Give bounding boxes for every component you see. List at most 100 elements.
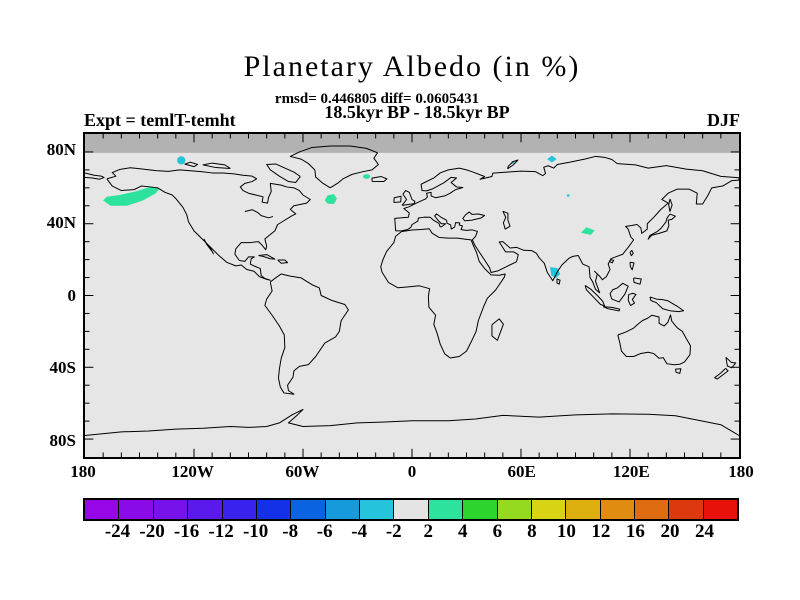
colorbar-tick-label: 4 bbox=[458, 521, 468, 542]
lon-tick-label: 60E bbox=[507, 462, 536, 481]
lat-tick-label: 80N bbox=[46, 140, 76, 160]
anomaly-tibetan-plateau bbox=[580, 227, 595, 235]
coastline bbox=[278, 260, 288, 263]
lon-tick-label: 180 bbox=[728, 462, 754, 481]
figure-title: Planetary Albedo (in %) bbox=[243, 50, 581, 83]
colorbar-tick-label: -8 bbox=[282, 521, 299, 542]
colorbar-tick-label: -2 bbox=[385, 521, 402, 542]
colorbar-tick-label: 24 bbox=[694, 521, 714, 542]
colorbar-tick-label: 16 bbox=[625, 521, 645, 542]
coastline bbox=[381, 229, 505, 358]
colorbar-tick-label: -12 bbox=[208, 521, 234, 542]
lat-tick-label: 40S bbox=[49, 358, 76, 378]
lon-tick-label: 60W bbox=[285, 462, 320, 481]
coastline bbox=[648, 214, 675, 239]
anomaly-gulf-of-alaska bbox=[103, 186, 160, 206]
stats-line: rmsd= 0.446805 diff= 0.0605431 bbox=[274, 91, 480, 107]
coastline bbox=[609, 260, 613, 263]
colorbar-tick-label: -24 bbox=[104, 521, 131, 542]
coastline bbox=[726, 357, 736, 367]
anomaly-north-atlantic bbox=[324, 194, 337, 204]
lon-tick-label: 120E bbox=[612, 462, 650, 481]
coastline bbox=[557, 279, 560, 284]
anomaly-beaufort-sea bbox=[177, 156, 186, 165]
colorbar-tick-label: -4 bbox=[351, 521, 368, 542]
colorbar-cell bbox=[428, 500, 464, 519]
coastline bbox=[463, 212, 485, 221]
coastline bbox=[630, 250, 633, 255]
colorbar-cell bbox=[497, 500, 532, 519]
lon-tick-label: 120W bbox=[171, 462, 214, 481]
colorbar-tick-label: 6 bbox=[492, 521, 503, 542]
anomaly-kara-sea bbox=[547, 155, 557, 163]
experiment-label: Expt = temlT-temht bbox=[84, 110, 236, 130]
coastline bbox=[245, 210, 273, 218]
colorbar-cell bbox=[153, 500, 189, 519]
colorbar-cell bbox=[463, 500, 498, 519]
coastline bbox=[618, 315, 691, 365]
anomaly-west-siberia-dot bbox=[566, 194, 570, 197]
coastline bbox=[394, 196, 401, 202]
colorbar-cell bbox=[256, 500, 292, 519]
lat-tick-label: 40N bbox=[46, 212, 76, 232]
colorbar-cell bbox=[85, 500, 120, 519]
lon-tick-label: 0 bbox=[407, 462, 417, 481]
coastline bbox=[267, 164, 301, 182]
colorbar-tick-label: 12 bbox=[591, 521, 611, 542]
colorbar-cell bbox=[600, 500, 635, 519]
polar-cap-band bbox=[85, 134, 739, 153]
anomaly-west-of-iceland bbox=[362, 174, 371, 179]
colorbar-cell bbox=[360, 500, 395, 519]
coastline bbox=[503, 211, 510, 229]
coastline bbox=[675, 369, 680, 374]
lon-tick-label: 180 bbox=[70, 462, 96, 481]
colorbar-cell bbox=[291, 500, 326, 519]
colorbar-cell bbox=[703, 500, 738, 519]
lat-tick-label: 0 bbox=[67, 285, 77, 305]
lat-tick-label: 80S bbox=[49, 430, 76, 450]
coastline bbox=[204, 239, 213, 254]
coastline bbox=[492, 319, 503, 341]
colorbar-tick-label: 2 bbox=[423, 521, 434, 542]
colorbar-cell bbox=[325, 500, 360, 519]
coastline bbox=[85, 173, 104, 179]
colorbar-cell bbox=[635, 500, 670, 519]
colorbar-tick-label: 8 bbox=[527, 521, 537, 542]
coastline bbox=[85, 409, 739, 435]
colorbar bbox=[83, 498, 739, 521]
coastline bbox=[715, 368, 728, 379]
anomaly-south-india bbox=[550, 267, 561, 279]
coastline bbox=[630, 262, 634, 270]
colorbar-tick-label: 20 bbox=[660, 521, 680, 542]
colorbar-cell bbox=[531, 500, 567, 519]
season-label: DJF bbox=[707, 110, 740, 130]
coastline bbox=[372, 177, 387, 182]
comparison-line: 18.5kyr BP - 18.5kyr BP bbox=[324, 102, 510, 122]
coastline bbox=[290, 146, 378, 188]
colorbar-cell bbox=[669, 500, 704, 519]
coastline bbox=[610, 283, 628, 302]
coastline bbox=[628, 293, 636, 305]
coastline bbox=[650, 297, 684, 312]
colorbar-tick-label: -6 bbox=[316, 521, 333, 542]
world-map bbox=[83, 132, 741, 459]
coastline bbox=[203, 163, 230, 168]
coastline bbox=[585, 285, 604, 305]
coastline bbox=[402, 191, 415, 206]
colorbar-tick-label: 10 bbox=[556, 521, 576, 542]
coastline bbox=[508, 160, 518, 169]
colorbar-cell bbox=[566, 500, 601, 519]
coastline bbox=[258, 255, 274, 259]
colorbar-tick-label: -20 bbox=[139, 521, 165, 542]
coastline bbox=[107, 168, 310, 281]
coastline bbox=[669, 199, 672, 212]
map-graphics bbox=[85, 134, 739, 457]
coastline bbox=[395, 156, 739, 292]
coastline bbox=[185, 162, 198, 166]
colorbar-cell bbox=[394, 500, 429, 519]
colorbar-cell bbox=[222, 500, 257, 519]
coastline bbox=[603, 307, 620, 311]
coastline bbox=[265, 274, 349, 394]
colorbar-cell bbox=[119, 500, 154, 519]
